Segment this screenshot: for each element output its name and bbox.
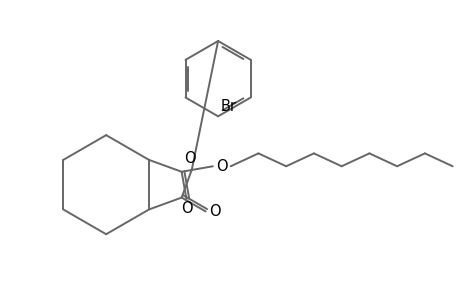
- Text: O: O: [215, 159, 227, 174]
- Text: O: O: [208, 204, 220, 219]
- Text: O: O: [180, 201, 192, 216]
- Text: Br: Br: [221, 99, 236, 114]
- Text: O: O: [184, 151, 195, 166]
